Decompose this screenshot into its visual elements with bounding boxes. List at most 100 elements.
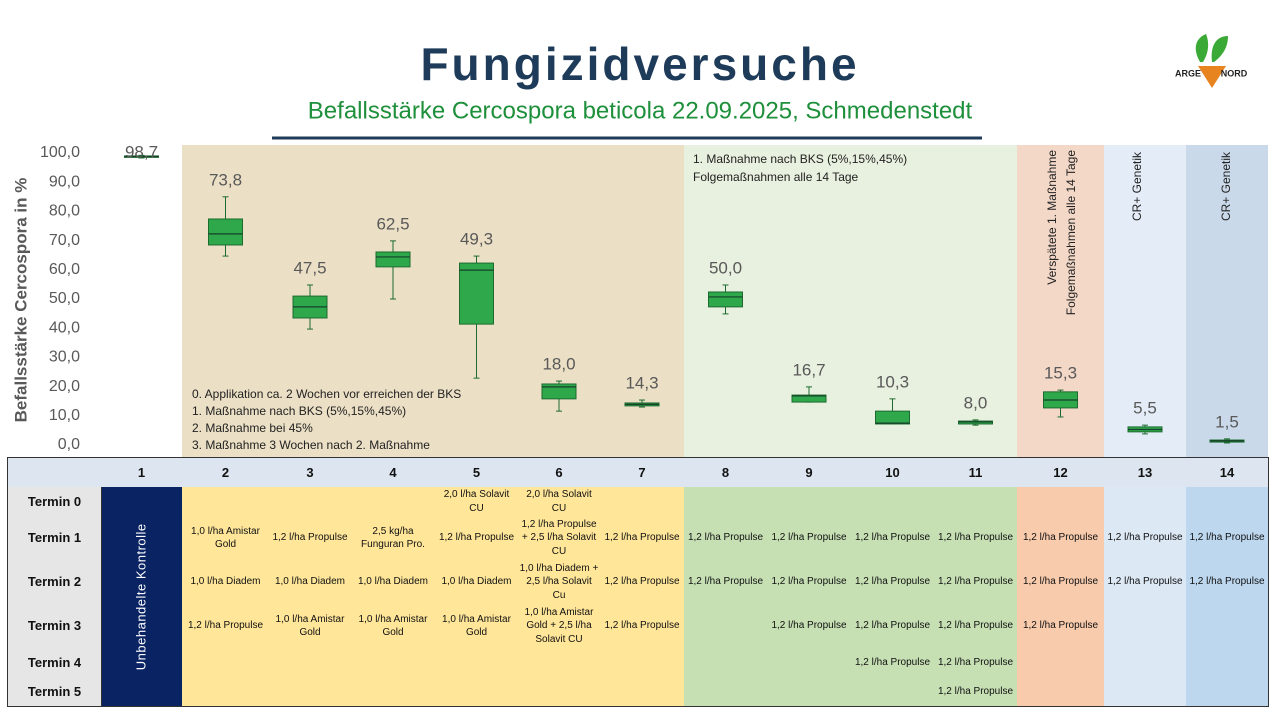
table-cell xyxy=(767,487,852,517)
y-tick-label: 10,0 xyxy=(49,407,80,424)
table-cell: 2,0 l/ha Solavit CU xyxy=(435,487,519,517)
table-cell: 1,2 l/ha Propulse xyxy=(435,516,519,561)
box xyxy=(541,383,577,400)
table-cell: 1,2 l/ha Propulse xyxy=(767,560,852,605)
table-cell xyxy=(1104,677,1187,707)
table-cell: 1,2 l/ha Propulse xyxy=(934,560,1018,605)
head: 7 xyxy=(600,458,685,488)
table-cell: 1,2 l/ha Propulse xyxy=(767,516,852,561)
annotation: 0. Applikation ca. 2 Wochen vor erreiche… xyxy=(192,387,461,401)
table-cell: 1,0 l/ha Amistar Gold xyxy=(182,516,270,561)
control: Unbehandelte Kontrolle xyxy=(101,487,183,707)
table-cell xyxy=(684,648,768,678)
table-cell xyxy=(684,487,768,517)
table-cell xyxy=(269,648,352,678)
value-label: 1,5 xyxy=(1215,412,1239,431)
table-cell: 1,0 l/ha Amistar Gold xyxy=(269,604,352,649)
table-cell: 1,0 l/ha Amistar Gold + 2,5 l/ha Solavit… xyxy=(518,604,601,649)
annotation: 1. Maßnahme nach BKS (5%,15%,45%) xyxy=(693,152,907,166)
head: 1 xyxy=(101,458,183,488)
head xyxy=(8,458,102,488)
value-label: 10,3 xyxy=(876,372,909,391)
table-cell xyxy=(1186,487,1269,517)
y-tick-label: 60,0 xyxy=(49,261,80,278)
annotation: 2. Maßnahme bei 45% xyxy=(192,421,313,435)
logo: ARGE NORD xyxy=(1175,34,1248,88)
table-cell: 1,2 l/ha Propulse xyxy=(767,604,852,649)
value-label: 49,3 xyxy=(460,230,493,249)
rowlab: Termin 0 xyxy=(8,487,102,517)
value-label: 15,3 xyxy=(1044,364,1077,383)
table-cell xyxy=(351,648,436,678)
y-tick-label: 40,0 xyxy=(49,319,80,336)
rowlab: Termin 1 xyxy=(8,516,102,561)
rowlab: Termin 2 xyxy=(8,560,102,605)
logo-text: ARGE xyxy=(1175,68,1201,78)
table-cell: 2,0 l/ha Solavit CU xyxy=(518,487,601,517)
table-cell xyxy=(600,648,685,678)
table-cell xyxy=(1186,648,1269,678)
value-label: 18,0 xyxy=(542,355,575,374)
box xyxy=(875,410,910,425)
table-cell: 1,2 l/ha Propulse xyxy=(1104,516,1187,561)
table-cell: 1,2 l/ha Propulse xyxy=(1186,560,1269,605)
table-cell: 1,0 l/ha Amistar Gold xyxy=(435,604,519,649)
table-cell: 1,2 l/ha Propulse xyxy=(600,560,685,605)
head: 10 xyxy=(851,458,935,488)
logo-carrot xyxy=(1198,66,1226,88)
value-label: 98,7 xyxy=(125,142,158,161)
table-cell: 1,2 l/ha Propulse xyxy=(684,560,768,605)
title: Fungizidversuche xyxy=(420,38,859,90)
table-cell xyxy=(1104,648,1187,678)
table-cell: 1,2 l/ha Propulse xyxy=(600,516,685,561)
table-cell xyxy=(518,677,601,707)
head: 5 xyxy=(435,458,519,488)
table-cell xyxy=(767,648,852,678)
table-cell xyxy=(851,677,935,707)
subtitle: Befallsstärke Cercospora beticola 22.09.… xyxy=(308,97,973,124)
table-cell xyxy=(1104,487,1187,517)
table-cell: 1,2 l/ha Propulse xyxy=(934,516,1018,561)
band-blue xyxy=(1186,145,1268,458)
table-cell xyxy=(182,677,270,707)
table-cell xyxy=(767,677,852,707)
y-tick-label: 50,0 xyxy=(49,290,80,307)
box xyxy=(208,218,243,246)
box xyxy=(708,291,743,308)
annotation: Folgemaßnahmen alle 14 Tage xyxy=(1064,150,1078,316)
table-cell: 1,2 l/ha Propulse xyxy=(1017,560,1105,605)
head: 13 xyxy=(1104,458,1187,488)
rowlab: Termin 5 xyxy=(8,677,102,707)
table-cell xyxy=(1104,604,1187,649)
head: 6 xyxy=(518,458,601,488)
table-cell: 2,5 kg/ha Funguran Pro. xyxy=(351,516,436,561)
table-cell xyxy=(600,677,685,707)
value-label: 73,8 xyxy=(209,170,242,189)
table-cell xyxy=(435,648,519,678)
value-label: 50,0 xyxy=(709,258,742,277)
table-cell: 1,2 l/ha Propulse xyxy=(1017,604,1105,649)
head: 11 xyxy=(934,458,1018,488)
annotation: CR+ Genetik xyxy=(1130,151,1144,221)
table-cell: 1,2 l/ha Propulse xyxy=(934,677,1018,707)
table-cell: 1,2 l/ha Propulse xyxy=(182,604,270,649)
y-tick-label: 90,0 xyxy=(49,173,80,190)
annotation: CR+ Genetik xyxy=(1219,151,1233,221)
table-cell: 1,2 l/ha Propulse xyxy=(851,604,935,649)
table-cell xyxy=(269,487,352,517)
annotations: 0. Applikation ca. 2 Wochen vor erreiche… xyxy=(192,150,1233,452)
box xyxy=(459,262,494,325)
table-cell xyxy=(1017,648,1105,678)
table-cell: 1,0 l/ha Amistar Gold xyxy=(351,604,436,649)
table-cell: 1,2 l/ha Propulse xyxy=(934,604,1018,649)
table-cell: 1,0 l/ha Diadem xyxy=(435,560,519,605)
head: 8 xyxy=(684,458,768,488)
y-tick-label: 0,0 xyxy=(58,436,80,453)
rowlab: Termin 3 xyxy=(8,604,102,649)
y-tick-label: 20,0 xyxy=(49,378,80,395)
control-label: Unbehandelte Kontrolle xyxy=(133,523,149,670)
box xyxy=(791,394,827,403)
table-cell: 1,2 l/ha Propulse xyxy=(1104,560,1187,605)
